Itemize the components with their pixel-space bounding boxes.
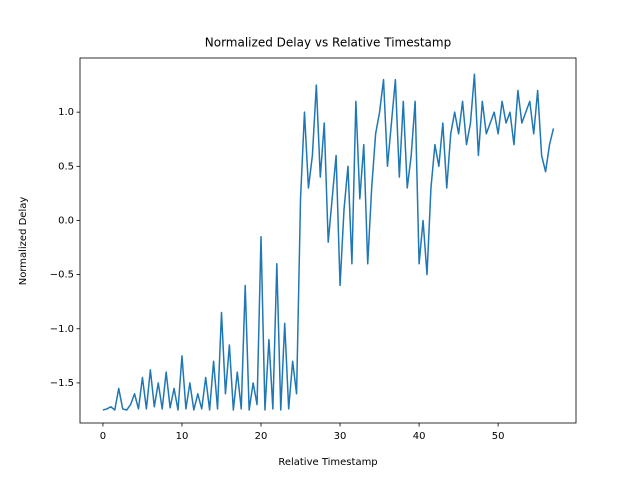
- x-axis-label: Relative Timestamp: [278, 457, 377, 468]
- chart-title: Normalized Delay vs Relative Timestamp: [205, 36, 451, 50]
- x-tick-label: 20: [255, 431, 268, 442]
- x-tick-label: 50: [492, 431, 505, 442]
- x-tick-label: 0: [100, 431, 106, 442]
- y-tick-label: −1.5: [50, 378, 74, 389]
- x-tick-label: 10: [176, 431, 189, 442]
- x-tick-label: 40: [413, 431, 426, 442]
- y-tick-label: 0.5: [58, 161, 74, 172]
- data-line: [102, 73, 555, 411]
- y-axis-label: Normalized Delay: [18, 197, 29, 286]
- x-tick-label: 30: [334, 431, 347, 442]
- y-tick-label: −0.5: [50, 270, 74, 281]
- y-tick-label: 0.0: [58, 215, 74, 226]
- plot-frame: [79, 57, 577, 424]
- y-tick-label: 1.0: [58, 107, 74, 118]
- y-tick-label: −1.0: [50, 324, 74, 335]
